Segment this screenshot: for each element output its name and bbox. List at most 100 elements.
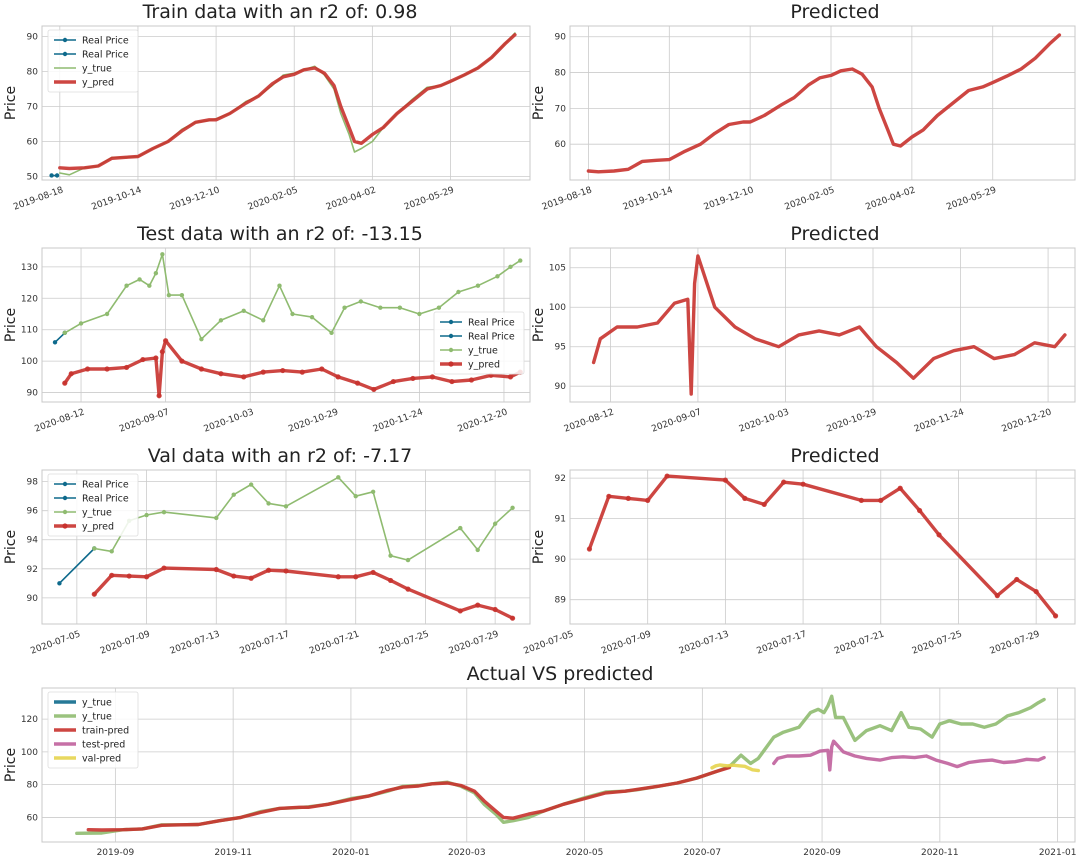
data-point: [475, 602, 481, 608]
legend-box: [47, 691, 139, 769]
data-point: [140, 356, 146, 363]
data-point: [166, 292, 172, 298]
x-tick-label: 2020-07-21: [833, 629, 886, 656]
legend-label: Real Price: [468, 318, 515, 329]
series-line: [586, 473, 1059, 619]
data-point: [518, 258, 523, 263]
series-line: [591, 254, 1067, 396]
data-point: [160, 252, 165, 257]
data-point: [353, 574, 359, 580]
y-tick-label: 92: [555, 474, 566, 484]
legend-label: train-pred: [82, 726, 129, 737]
data-point: [260, 369, 266, 375]
data-point: [213, 566, 219, 573]
x-tick-label: 2020-07-25: [911, 629, 964, 656]
data-point: [265, 567, 272, 573]
chart-title: Predicted: [790, 223, 879, 245]
legend-label: y_pred: [82, 78, 114, 89]
x-tick-label: 2020-07-29: [448, 629, 501, 656]
x-tick-label: 2020-01: [332, 848, 370, 858]
y-tick-label: 89: [555, 596, 567, 606]
x-tick-label: 2020-05-29: [403, 185, 456, 212]
y-tick-label: 95: [555, 343, 566, 353]
chart-title: Actual VS predicted: [467, 663, 654, 685]
data-point: [370, 569, 376, 576]
data-point: [936, 532, 942, 538]
x-tick-label: 2019-08-18: [12, 185, 65, 212]
plot-area: [41, 687, 1076, 843]
data-point: [161, 565, 167, 571]
legend-label: Real Price: [82, 36, 129, 47]
legend-box: [433, 311, 525, 375]
data-point: [280, 367, 286, 374]
data-point: [387, 577, 394, 584]
plot-area: [569, 25, 1076, 181]
data-point: [57, 581, 62, 586]
data-point: [449, 378, 455, 385]
data-point: [78, 321, 84, 326]
data-point: [586, 546, 593, 552]
series-val-pred: [710, 763, 760, 773]
y-tick-label: 130: [21, 263, 38, 273]
data-point: [858, 497, 864, 503]
series-line: [86, 765, 732, 832]
x-tick-label: 2020-03: [448, 848, 486, 858]
data-point: [405, 557, 411, 563]
data-point: [664, 473, 670, 479]
y-tick-label: 80: [555, 69, 567, 79]
series-line: [54, 332, 66, 344]
y-tick-label: 60: [27, 813, 39, 823]
legend-label: y_pred: [468, 360, 500, 371]
data-point: [625, 495, 631, 501]
x-tick-label: 2020-10-03: [203, 407, 256, 434]
data-point: [283, 504, 289, 509]
legend-label: y_true: [82, 712, 112, 723]
data-point: [495, 274, 500, 279]
y-tick-label: 60: [27, 138, 39, 148]
x-tick-label: 2019-12-10: [169, 185, 222, 212]
data-point: [722, 477, 728, 483]
data-point: [1033, 588, 1039, 595]
chart-title: Test data with an r2 of: -13.15: [136, 223, 423, 245]
legend-box: [47, 473, 139, 537]
data-point: [52, 340, 58, 345]
x-tick-label: 2020-07: [684, 848, 722, 858]
series-line: [586, 33, 1062, 174]
y-tick-label: 80: [27, 68, 39, 78]
data-point: [147, 283, 152, 288]
x-tick-label: 2019-08-18: [541, 185, 594, 212]
x-tick-label: 2020-09: [803, 848, 841, 858]
x-tick-label: 2020-08-12: [563, 407, 616, 434]
x-tick-label: 2020-04-02: [864, 185, 917, 212]
y-tick-label: 110: [21, 326, 38, 336]
data-point: [218, 371, 224, 377]
y-tick-label: 98: [27, 478, 39, 488]
data-point: [358, 299, 364, 304]
data-point: [800, 481, 806, 487]
data-point: [179, 358, 185, 364]
series-line: [591, 254, 1067, 396]
x-tick-label: 2020-07-25: [378, 629, 431, 656]
data-point: [290, 311, 295, 317]
x-tick-label: 2020-07-05: [29, 629, 82, 656]
y-tick-label: 80: [27, 781, 39, 791]
data-point: [309, 314, 315, 320]
y-tick-label: 90: [555, 555, 567, 565]
y-tick-label: 120: [21, 715, 38, 725]
data-point: [336, 475, 341, 480]
data-point: [492, 606, 498, 613]
data-point: [410, 375, 416, 382]
data-point: [509, 615, 516, 621]
data-point: [92, 546, 97, 551]
y-tick-label: 70: [555, 104, 567, 114]
data-point: [429, 374, 435, 380]
series-y-pred: [91, 565, 516, 621]
chart-title: Predicted: [790, 445, 879, 467]
data-point: [199, 336, 204, 342]
x-tick-label: 2020-07-05: [522, 629, 575, 656]
series-line: [710, 763, 760, 773]
legend-marker: [62, 523, 68, 529]
data-point: [126, 573, 132, 579]
data-point: [329, 330, 334, 336]
y-tick-label: 100: [549, 303, 566, 313]
